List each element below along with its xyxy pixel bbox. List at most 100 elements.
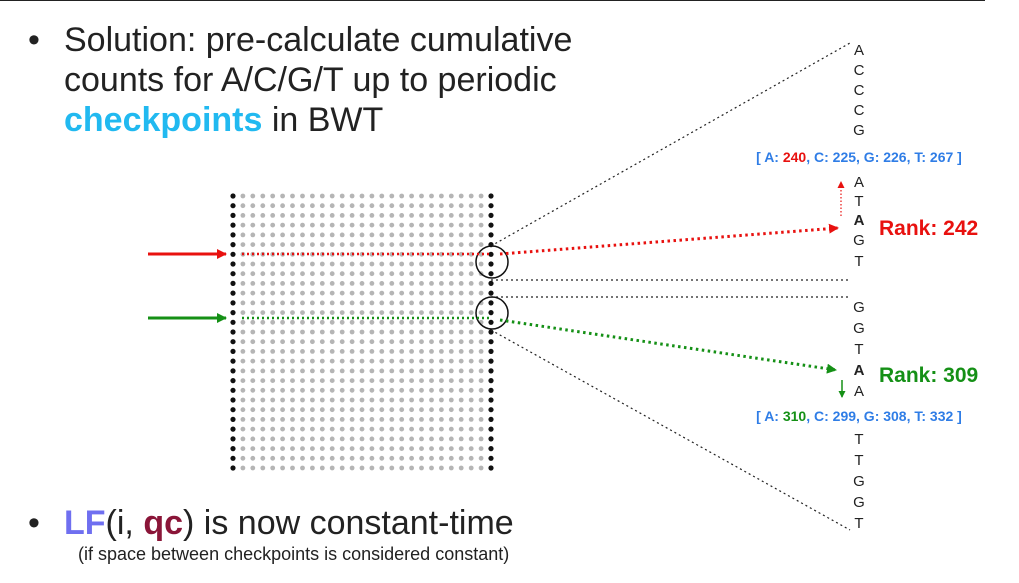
grid-dot xyxy=(250,300,256,306)
grid-dot xyxy=(280,329,285,335)
grid-dot xyxy=(339,387,345,393)
grid-dot xyxy=(339,290,345,296)
grid-dot xyxy=(389,455,395,461)
grid-dot xyxy=(250,232,256,238)
grid-dot xyxy=(429,281,434,286)
grid-dot xyxy=(319,222,325,228)
grid-dot xyxy=(458,446,464,451)
bwt-letter: G xyxy=(853,320,865,337)
grid-dot xyxy=(448,368,454,374)
grid-dot xyxy=(300,417,305,422)
grid-dot xyxy=(359,455,365,461)
grid-dot xyxy=(240,378,246,383)
grid-dot xyxy=(439,203,444,209)
grid-dot xyxy=(260,455,266,461)
grid-dot xyxy=(458,378,464,383)
grid-dot xyxy=(240,310,246,315)
grid-dot xyxy=(369,242,375,248)
grid-dot xyxy=(290,426,295,432)
grid-dot xyxy=(399,203,405,209)
grid-dot xyxy=(458,455,464,461)
grid-dot xyxy=(250,261,256,267)
grid-dot xyxy=(339,242,345,248)
grid-dot xyxy=(319,407,325,413)
grid-dot xyxy=(349,310,355,315)
rank-label-red: Rank: 242 xyxy=(879,217,978,240)
grid-dot xyxy=(280,203,285,209)
grid-dot xyxy=(329,368,335,374)
grid-dot xyxy=(270,407,276,413)
grid-edge-dot xyxy=(488,310,494,316)
grid-dot xyxy=(359,387,365,393)
grid-dot xyxy=(409,358,414,364)
grid-dot xyxy=(310,349,315,354)
grid-dot xyxy=(448,310,454,315)
bwt-dot-grid xyxy=(230,193,494,471)
grid-dot xyxy=(478,310,484,315)
grid-edge-dot xyxy=(230,290,236,296)
grid-dot xyxy=(319,261,325,267)
grid-dot xyxy=(409,300,414,306)
grid-dot xyxy=(290,397,295,403)
grid-dot xyxy=(379,368,385,374)
grid-edge-dot xyxy=(488,416,494,422)
grid-dot xyxy=(429,397,434,403)
grid-dot xyxy=(250,310,256,315)
grid-dot xyxy=(409,397,414,403)
grid-dot xyxy=(399,261,405,267)
grid-dot xyxy=(349,329,355,335)
grid-dot xyxy=(359,193,365,199)
grid-dot xyxy=(270,261,276,267)
grid-dot xyxy=(349,426,355,432)
grid-dot xyxy=(419,455,424,461)
grid-dot xyxy=(468,203,474,209)
grid-dot xyxy=(329,281,335,286)
grid-dot xyxy=(419,203,424,209)
grid-dot xyxy=(458,271,464,277)
grid-dot xyxy=(290,368,295,374)
grid-dot xyxy=(448,213,454,218)
grid-dot xyxy=(359,417,365,422)
grid-dot xyxy=(409,339,414,345)
grid-dot xyxy=(448,465,454,471)
grid-dot xyxy=(399,319,405,325)
grid-dot xyxy=(439,242,444,248)
grid-dot xyxy=(319,310,325,315)
grid-edge-dot xyxy=(230,348,236,354)
grid-dot xyxy=(280,242,285,248)
grid-dot xyxy=(329,417,335,422)
grid-dot xyxy=(240,387,246,393)
grid-dot xyxy=(458,261,464,267)
grid-dot xyxy=(389,426,395,432)
grid-dot xyxy=(339,339,345,345)
grid-dot xyxy=(339,349,345,354)
grid-dot xyxy=(329,339,335,345)
grid-dot xyxy=(478,281,484,286)
grid-dot xyxy=(349,271,355,277)
grid-edge-dot xyxy=(230,319,236,325)
grid-dot xyxy=(329,349,335,354)
grid-dot xyxy=(419,397,424,403)
grid-dot xyxy=(399,329,405,335)
grid-dot xyxy=(369,300,375,306)
grid-dot xyxy=(250,368,256,374)
grid-dot xyxy=(310,436,315,442)
grid-dot xyxy=(448,349,454,354)
grid-dot xyxy=(379,281,385,286)
grid-dot xyxy=(359,349,365,354)
lf-open: (i, xyxy=(105,504,144,542)
grid-dot xyxy=(379,319,385,325)
bwt-letter-highlight-red: A xyxy=(854,212,865,229)
grid-dot xyxy=(310,222,315,228)
grid-dot xyxy=(319,349,325,354)
grid-dot xyxy=(458,397,464,403)
grid-dot xyxy=(389,358,395,364)
grid-dot xyxy=(359,358,365,364)
grid-dot xyxy=(399,455,405,461)
grid-dot xyxy=(300,436,305,442)
grid-dot xyxy=(339,417,345,422)
grid-edge-dot xyxy=(230,212,236,218)
grid-dot xyxy=(240,319,246,325)
grid-dot xyxy=(280,319,285,325)
grid-dot xyxy=(250,271,256,277)
